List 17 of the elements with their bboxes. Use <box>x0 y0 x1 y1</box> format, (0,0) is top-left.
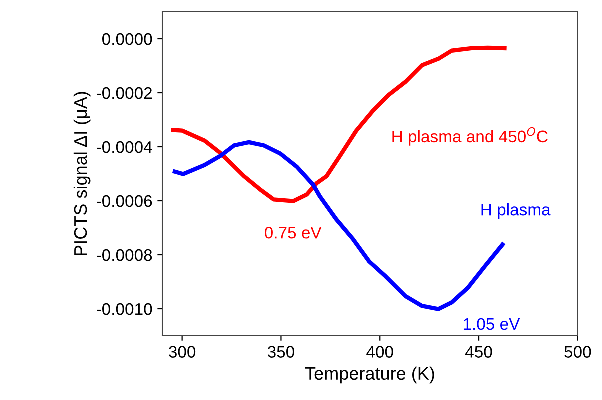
y-tick-label: -0.0002 <box>97 87 152 100</box>
y-axis-title: PICTS signal ΔI (μA) <box>74 92 91 256</box>
y-tick-label: -0.0008 <box>97 249 152 262</box>
x-tick-label: 350 <box>268 346 294 358</box>
y-tick-label: -0.0010 <box>97 303 152 316</box>
series-label: H plasma <box>482 203 551 220</box>
y-tick-label: 0.0000 <box>102 33 152 46</box>
y-tick-label: -0.0006 <box>97 195 152 208</box>
x-tick-label: 500 <box>564 346 592 358</box>
annotation: 0.75 eV <box>265 227 322 239</box>
x-tick-label: 450 <box>466 346 492 358</box>
annotation: 1.05 eV <box>464 318 520 330</box>
y-tick-label: -0.0004 <box>97 141 152 154</box>
x-tick-label: 300 <box>169 346 196 358</box>
x-axis-title: Temperature (K) <box>305 366 434 384</box>
x-tick-label: 400 <box>366 346 394 358</box>
series-label: H plasma and 450$^{O}$C <box>392 127 548 146</box>
